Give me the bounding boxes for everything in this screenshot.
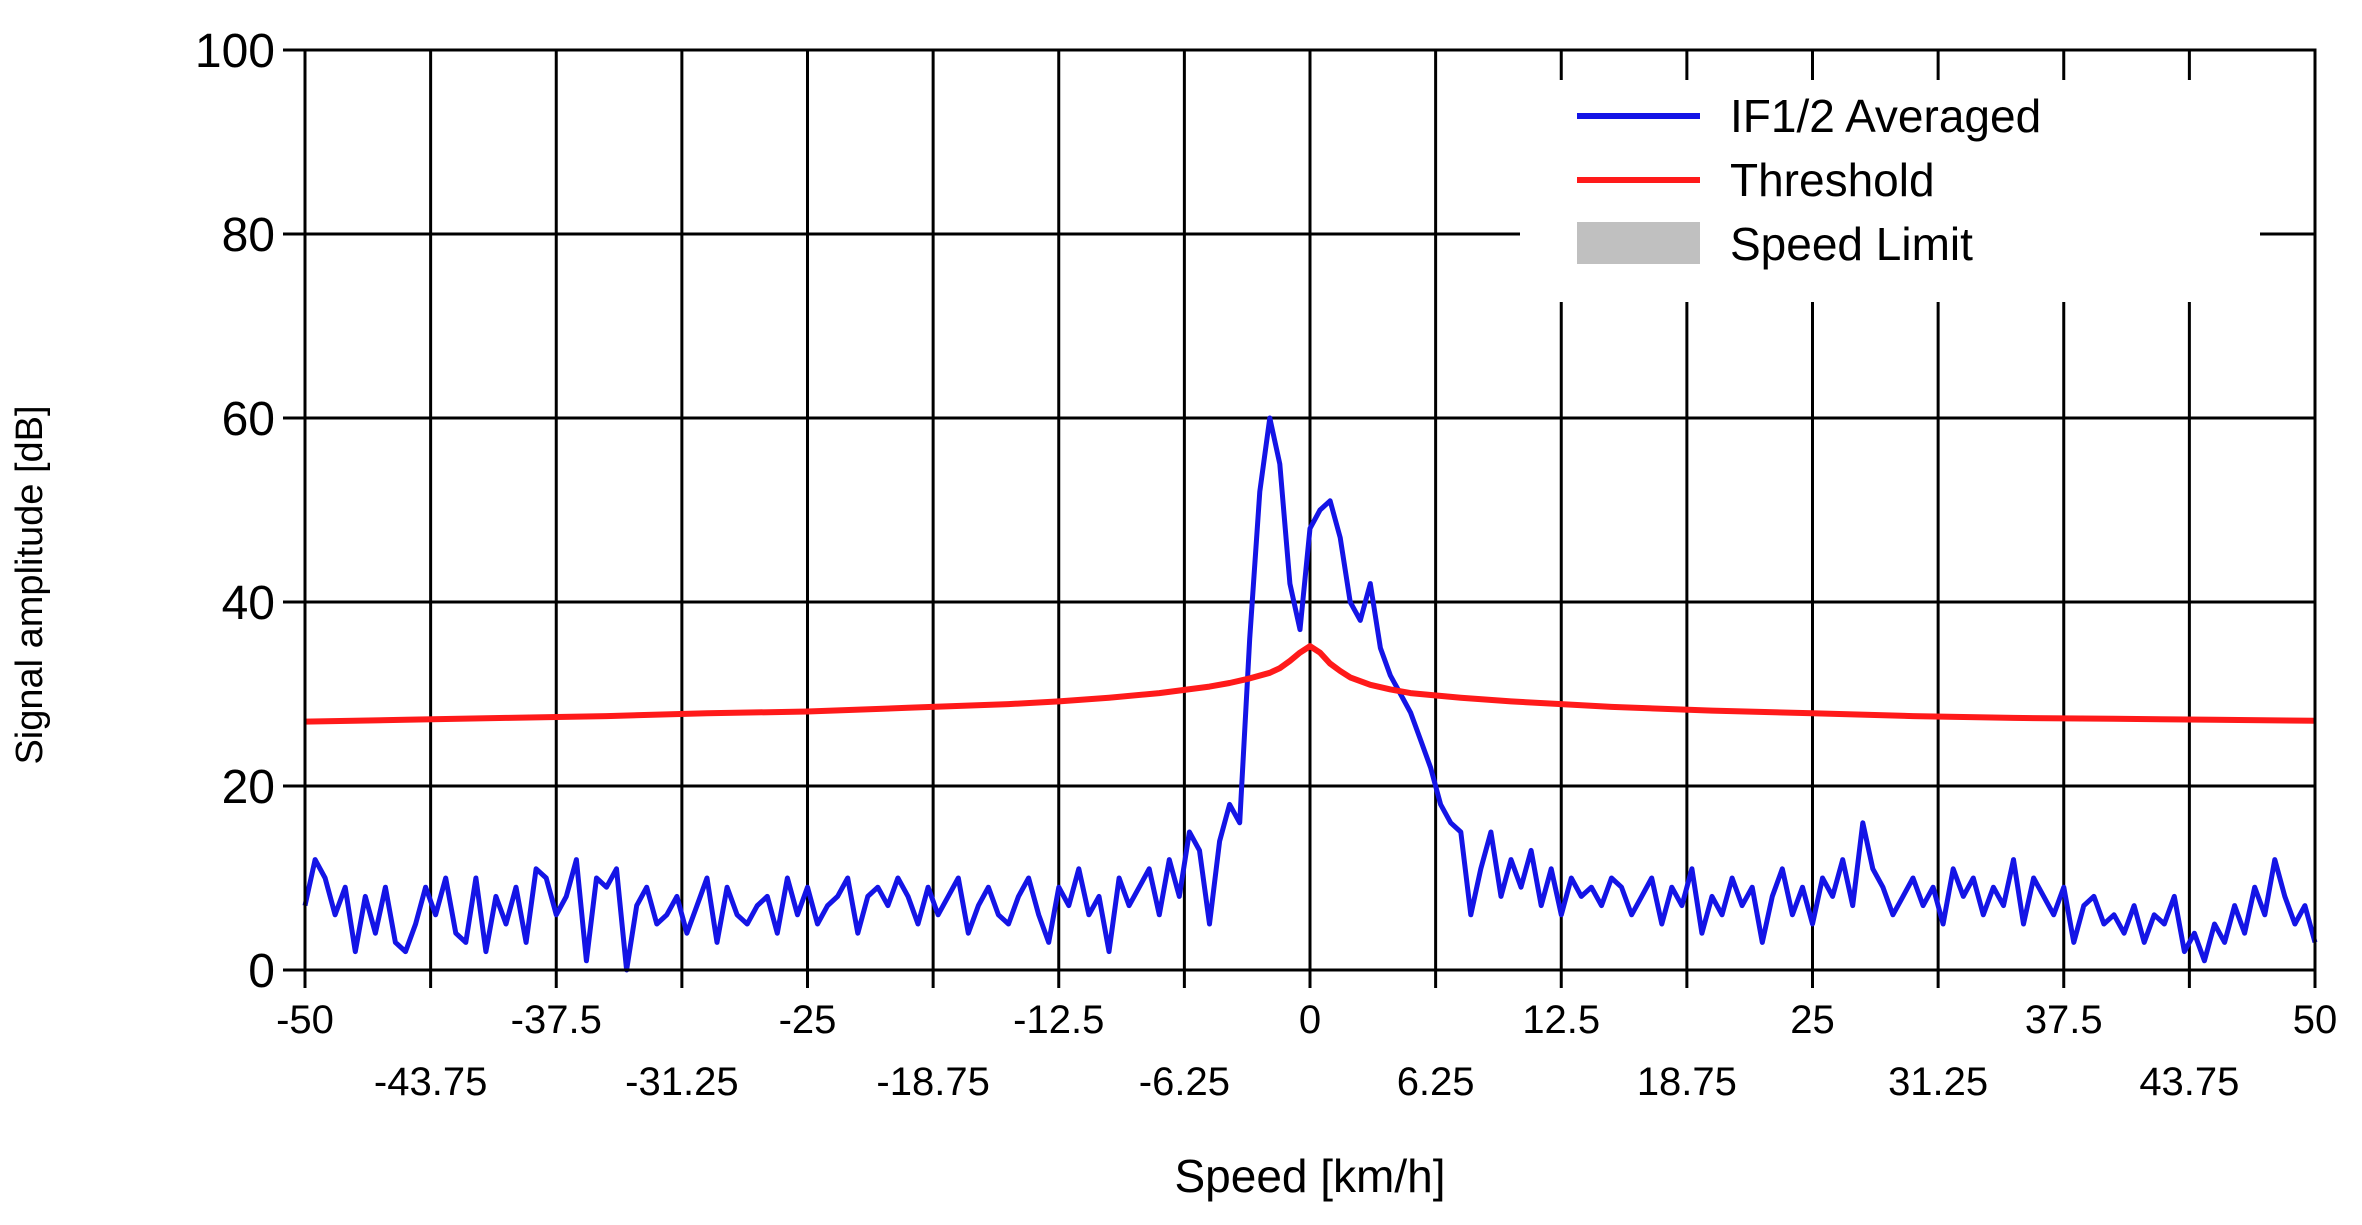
x-tick-label: 37.5 (2025, 998, 2103, 1042)
x-tick-label: 31.25 (1888, 1060, 1988, 1104)
legend-label-if-averaged: IF1/2 Averaged (1730, 90, 2041, 142)
legend-swatch-speed-limit (1577, 222, 1700, 264)
axis-tick-labels: 0 20 40 60 80 100 -50 -37.5 -25 -12.5 0 12.5 25 37.5 5… (195, 25, 2337, 1104)
y-tick-label: 40 (222, 577, 275, 630)
x-tick-label: 25 (1790, 998, 1835, 1042)
y-tick-label: 100 (195, 25, 275, 78)
y-tick-label: 80 (222, 209, 275, 262)
x-tick-label: 43.75 (2139, 1060, 2239, 1104)
series-line-threshold (304, 643, 2316, 725)
x-tick-label: -6.25 (1139, 1060, 1230, 1104)
x-tick-label: -43.75 (374, 1060, 487, 1104)
series-line-if1-2-averaged (302, 415, 2318, 973)
legend-label-threshold: Threshold (1730, 154, 1935, 206)
y-tick-label: 0 (248, 945, 275, 998)
x-tick-label: -37.5 (511, 998, 602, 1042)
x-tick-label: 0 (1299, 998, 1321, 1042)
x-tick-label: -25 (779, 998, 837, 1042)
x-tick-label: -31.25 (625, 1060, 738, 1104)
plot-area (302, 415, 2318, 973)
x-tick-label: -12.5 (1013, 998, 1104, 1042)
y-axis-label: Signal amplitude [dB] (9, 405, 51, 764)
x-tick-label: 50 (2293, 998, 2338, 1042)
x-axis-label: Speed [km/h] (1174, 1150, 1445, 1202)
x-tick-label: 18.75 (1637, 1060, 1737, 1104)
legend-label-speed-limit: Speed Limit (1730, 218, 1973, 270)
x-tick-label: 12.5 (1522, 998, 1600, 1042)
y-tick-label: 20 (222, 761, 275, 814)
legend: IF1/2 Averaged Threshold Speed Limit (1520, 80, 2260, 302)
x-tick-label: 6.25 (1397, 1060, 1475, 1104)
x-tick-label: -50 (276, 998, 334, 1042)
y-tick-label: 60 (222, 393, 275, 446)
x-tick-label: -18.75 (876, 1060, 989, 1104)
